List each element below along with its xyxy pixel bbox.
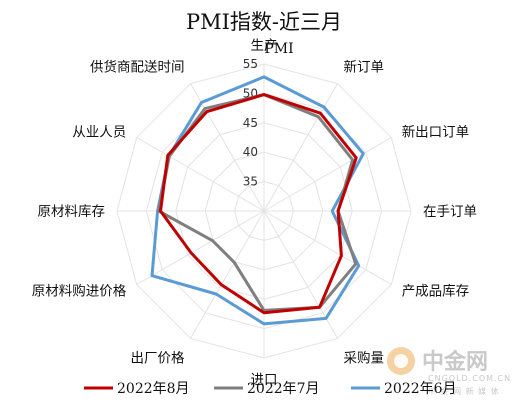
category-label: 供货商配送时间 [90, 58, 185, 75]
series-line [157, 93, 358, 312]
tick-label: 55 [243, 57, 258, 71]
category-label: 采购量 [344, 351, 385, 367]
legend-label-jun: 2022年6月 [384, 381, 457, 397]
grid-spoke [263, 210, 392, 285]
legend: 2022年8月 2022年7月 2022年6月 [84, 381, 457, 397]
radial-axis-title: PMI [264, 41, 293, 57]
category-label: 产成品库存 [402, 284, 470, 300]
series-lines [150, 75, 365, 326]
category-label: 原材料购进价格 [32, 284, 127, 300]
legend-item: 2022年8月 [84, 381, 190, 397]
watermark-url: CNGOLD.COM.CN [428, 374, 511, 383]
grid-spoke [190, 210, 265, 339]
category-label: 原材料库存 [38, 204, 106, 220]
legend-item: 2022年6月 [351, 381, 457, 397]
category-label: 进口 [251, 372, 278, 388]
category-label: 生产 [251, 38, 278, 54]
grid-spoke [263, 83, 338, 212]
category-label: 在手订单 [423, 204, 477, 220]
category-label: 从业人员 [72, 125, 126, 141]
legend-item: 2022年7月 [214, 381, 320, 397]
chart-title: PMI指数-近三月 [186, 10, 342, 34]
category-label: 出厂价格 [131, 351, 185, 367]
legend-label-aug: 2022年8月 [117, 381, 190, 397]
grid-spoke [136, 210, 265, 285]
grid-spoke [136, 137, 265, 212]
category-label: 新出口订单 [402, 125, 470, 141]
tick-label: 45 [243, 116, 258, 130]
watermark-logo-text: 中金网 [422, 349, 488, 375]
series-line [159, 93, 358, 315]
watermark-logo-inner-icon [394, 354, 408, 368]
grid-spoke [190, 83, 265, 212]
tick-label: 35 [243, 175, 258, 189]
watermark-tagline: 中 金 网 新 媒 体 [428, 386, 500, 396]
watermark: 中金网 CNGOLD.COM.CN 中 金 网 新 媒 体 [387, 347, 511, 396]
legend-label-jul: 2022年7月 [247, 381, 320, 397]
category-label: 新订单 [344, 59, 385, 75]
grid-spoke [263, 137, 392, 212]
tick-label: 40 [243, 145, 258, 159]
